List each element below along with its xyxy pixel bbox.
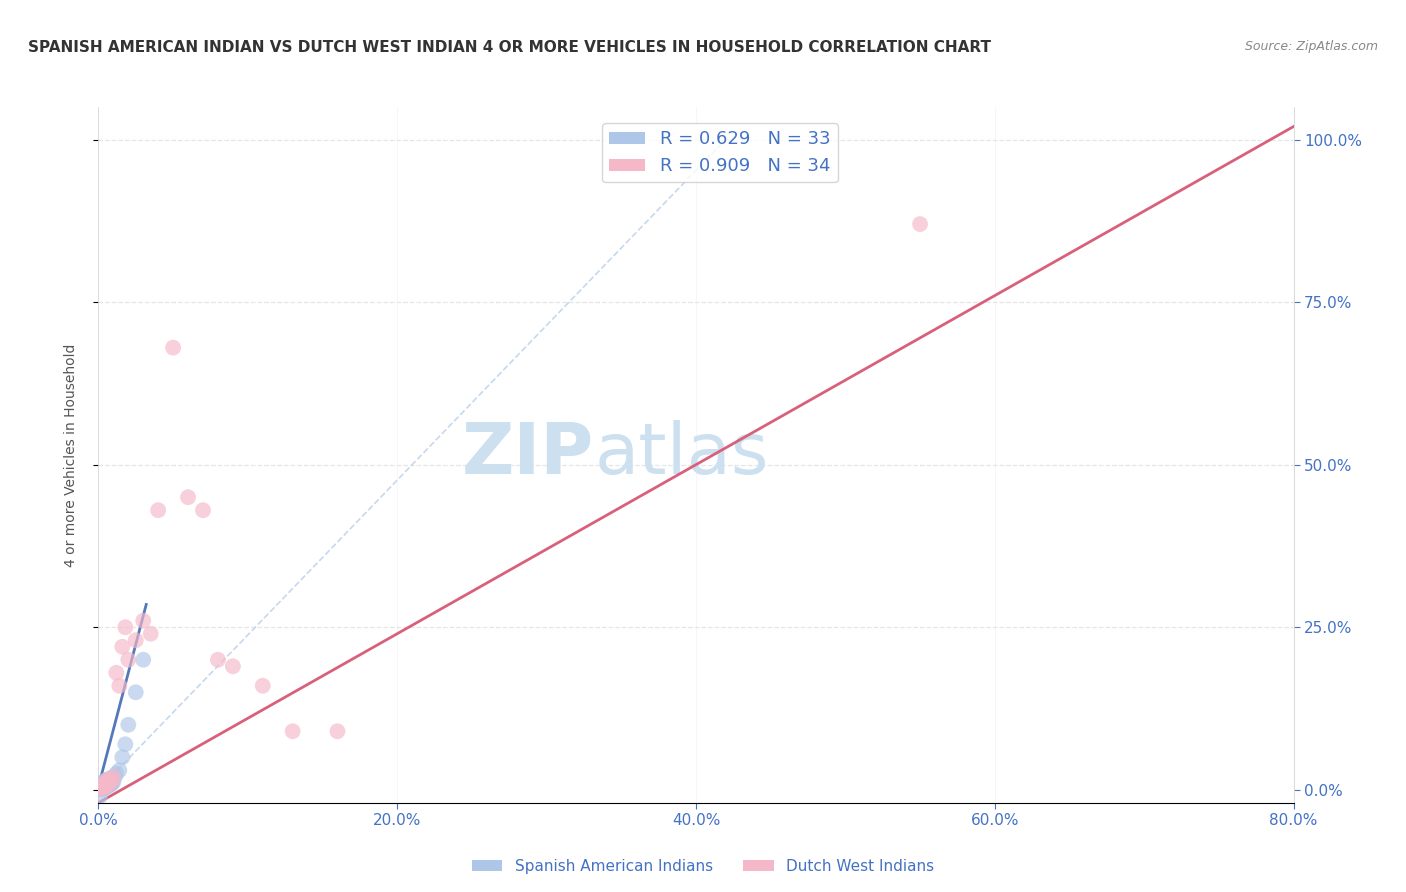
Point — [94, 780, 117, 795]
Point — [93, 776, 115, 790]
Point — [101, 772, 124, 787]
Point — [91, 775, 114, 789]
Point — [908, 217, 931, 231]
Point — [91, 778, 114, 792]
Point — [94, 778, 117, 792]
Point — [281, 724, 304, 739]
Point — [94, 775, 117, 789]
Legend: R = 0.629   N = 33, R = 0.909   N = 34: R = 0.629 N = 33, R = 0.909 N = 34 — [602, 123, 838, 183]
Y-axis label: 4 or more Vehicles in Household: 4 or more Vehicles in Household — [63, 343, 77, 566]
Point — [139, 626, 162, 640]
Legend: Spanish American Indians, Dutch West Indians: Spanish American Indians, Dutch West Ind… — [465, 853, 941, 880]
Point — [94, 772, 117, 787]
Point — [177, 490, 200, 504]
Point — [117, 718, 139, 732]
Point — [132, 614, 155, 628]
Point — [91, 778, 114, 792]
Point — [89, 780, 111, 795]
Point — [191, 503, 214, 517]
Point — [162, 341, 184, 355]
Point — [103, 775, 125, 789]
Point — [326, 724, 349, 739]
Point — [125, 633, 148, 648]
Point — [114, 737, 136, 751]
Point — [93, 776, 115, 790]
Text: SPANISH AMERICAN INDIAN VS DUTCH WEST INDIAN 4 OR MORE VEHICLES IN HOUSEHOLD COR: SPANISH AMERICAN INDIAN VS DUTCH WEST IN… — [28, 40, 991, 55]
Point — [93, 779, 115, 793]
Point — [96, 772, 118, 787]
Point — [98, 778, 122, 792]
Point — [117, 653, 139, 667]
Point — [222, 659, 245, 673]
Point — [125, 685, 148, 699]
Point — [90, 780, 112, 794]
Point — [101, 776, 124, 790]
Point — [89, 789, 111, 804]
Point — [103, 770, 125, 784]
Point — [105, 665, 128, 680]
Point — [91, 780, 114, 794]
Point — [96, 778, 118, 792]
Point — [89, 781, 111, 796]
Point — [93, 780, 115, 794]
Point — [108, 679, 131, 693]
Point — [90, 778, 112, 792]
Point — [207, 653, 229, 667]
Point — [97, 776, 120, 790]
Point — [90, 782, 112, 797]
Text: atlas: atlas — [595, 420, 769, 490]
Point — [89, 780, 111, 795]
Point — [96, 776, 118, 790]
Point — [252, 679, 274, 693]
Point — [90, 780, 112, 795]
Point — [98, 775, 122, 789]
Point — [148, 503, 170, 517]
Point — [97, 772, 120, 787]
Point — [98, 771, 122, 785]
Point — [89, 781, 111, 796]
Point — [93, 780, 115, 795]
Point — [90, 780, 112, 795]
Point — [111, 640, 134, 654]
Point — [132, 653, 155, 667]
Point — [104, 770, 127, 784]
Text: ZIP: ZIP — [463, 420, 595, 490]
Point — [108, 764, 131, 778]
Point — [105, 766, 128, 780]
Point — [91, 781, 114, 796]
Point — [114, 620, 136, 634]
Point — [94, 779, 117, 793]
Point — [91, 780, 114, 795]
Point — [96, 780, 118, 794]
Text: Source: ZipAtlas.com: Source: ZipAtlas.com — [1244, 40, 1378, 54]
Point — [97, 778, 120, 792]
Point — [111, 750, 134, 764]
Point — [90, 779, 112, 793]
